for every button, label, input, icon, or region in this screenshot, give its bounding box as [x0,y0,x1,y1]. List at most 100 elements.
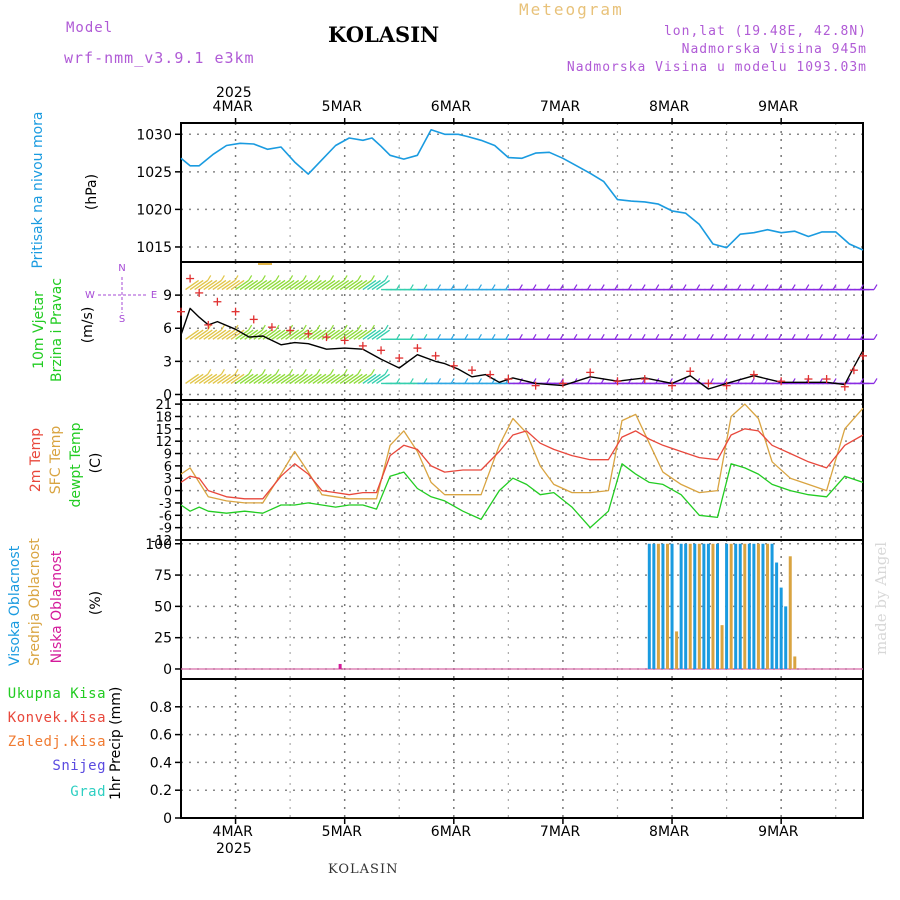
wind-barb-flag [248,324,253,331]
wind-barb [266,279,281,291]
wind-barb-flag [764,378,769,384]
wind-barb-flag [668,284,673,290]
cloud-bar [665,543,669,669]
wind-barb-flag [275,368,280,375]
temperature-ytick-label: 0 [164,485,172,500]
wind-barb [207,329,222,340]
wind-barb-flag [682,333,687,340]
wind-barb-flag [505,378,510,384]
wind-barb [330,373,345,385]
dir-e: E [151,290,157,301]
wind-barb-flag [275,275,280,281]
wind-barb-flag [357,368,362,375]
wind-speed-line [180,307,864,390]
wind-barb-flag [248,368,253,375]
wind-barb [307,279,322,291]
wind-barb-flag [778,333,783,340]
wind-ytick-label: 6 [163,321,172,337]
wind-barb-flag [234,368,239,375]
wind-barb [194,329,209,340]
wind-barb-flag [846,333,851,340]
temperature-ytick-label: -3 [159,497,172,512]
cloud-bar [752,543,756,669]
wind-barb-flag [234,275,239,281]
wind-barb-flag [409,284,414,290]
wind-barb-flag [343,324,348,331]
wind-barb-flag [832,333,837,340]
low-cloud-ylabel: Niska Oblacnost [49,550,65,664]
top-day-label: 4MAR [212,99,253,115]
wind-barb-flag [696,333,701,340]
pressure-ytick-label: 1025 [136,165,172,181]
wind-barb [344,329,359,340]
wind-barb [235,329,250,340]
bottom-day-label: 6MAR [430,824,472,840]
wind-barb [239,373,254,385]
wind-barb [244,329,259,340]
wind-barb [194,373,209,385]
wind-barb [285,373,300,385]
cloud-bar [670,543,674,669]
wind-barb [271,373,286,385]
wind-barb-flag [682,284,687,290]
top-day-label: 7MAR [539,99,581,115]
cloud-bar [679,543,683,669]
station-title: KOLASIN [328,22,440,47]
wind-barb-flag [832,284,837,290]
wind-barb [203,329,218,340]
cloud-bar [729,543,733,669]
wind-barb [189,329,204,340]
wind-barb-flag [384,275,389,281]
wind-barb-flag [873,284,878,290]
wind-barb-flag [329,275,335,281]
wind-barb-flag [737,378,742,384]
wind-barb-flag [343,368,348,375]
temperature-ytick-label: 18 [155,410,172,425]
wind-barb-flag [859,333,864,340]
wind-barb [330,279,345,291]
wind-barb [189,373,204,385]
cloud-bar [770,543,774,669]
wind-barb [307,329,322,340]
wind-barb-flag [600,378,605,384]
wind-barb-flag [423,284,428,290]
wind-barb-flag [234,324,239,331]
wind-barb [248,373,263,385]
wind-barb-flag [682,378,687,384]
wind-barb-flag [261,368,266,375]
wind-barb [271,279,286,291]
pressure-ylabel: Pritisak na nivou mora [30,111,46,269]
wind-barb [316,329,331,340]
pressure-ytick-label: 1030 [136,127,172,143]
wind-barb-flag [370,275,375,281]
wind-barb-flag [723,333,728,340]
cloud-bar [661,543,665,669]
cloud-ytick-label: 25 [154,631,172,647]
wind-barb [321,329,336,340]
wind-barb-flag [764,333,769,340]
wind-barb-flag [384,368,389,375]
wind-barb [239,279,254,291]
wind-barb [198,373,213,385]
wind-barb-flag [477,284,482,290]
wind-barb [185,279,200,291]
precip-ytick-label: 0.6 [150,728,172,744]
wind-ylabel-1: 10m Vjetar [31,291,47,369]
wind-barb [321,279,336,291]
wind-barb-flag [396,284,401,290]
cloud-bar [738,543,742,669]
wind-barb [335,329,350,340]
wind-barb-flag [709,284,714,290]
wind-barb-flag [627,284,632,290]
wind-barb-flag [573,378,578,384]
temperature-ytick-label: -6 [159,509,172,524]
wind-barb [226,329,240,340]
wind-barb [266,329,281,340]
wind-barb [285,279,300,291]
wind-barb [348,279,363,291]
cloud-bar [784,606,788,669]
cloud-ytick-label: 75 [154,568,172,584]
wind-barb [262,329,277,340]
sfc-temp-line [180,403,864,504]
